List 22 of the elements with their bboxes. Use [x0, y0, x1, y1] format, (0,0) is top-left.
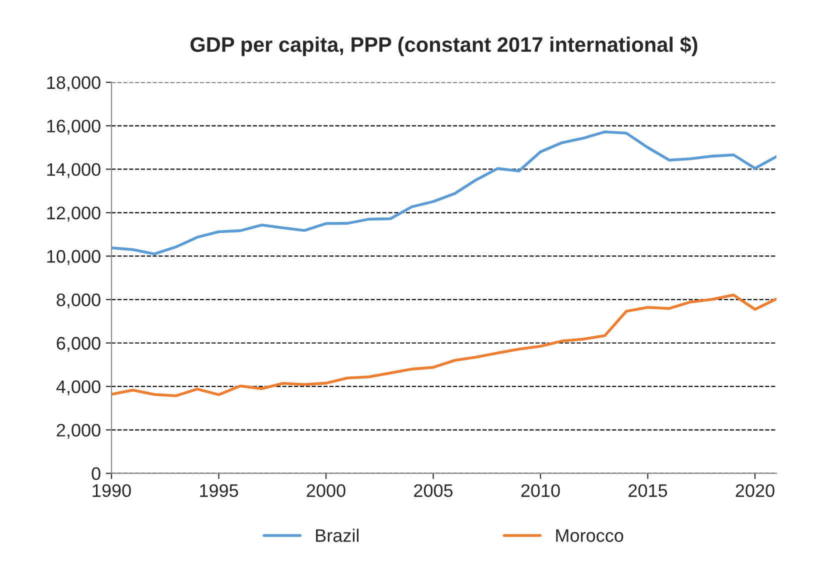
y-tick-label: 0 — [92, 467, 100, 480]
y-tick-label: 6,000 — [56, 336, 100, 352]
y-tick-label: 8,000 — [56, 293, 100, 308]
legend-label: Brazil — [316, 528, 359, 542]
x-tick-label: 2020 — [736, 484, 774, 498]
y-tick-label: 18,000 — [47, 76, 100, 92]
line-series — [112, 130, 776, 256]
line-series — [112, 294, 776, 398]
legend-label: Morocco — [556, 529, 624, 542]
y-tick-label: 14,000 — [47, 163, 100, 178]
x-tick-label: 2010 — [521, 484, 560, 498]
y-tick-label: 4,000 — [56, 380, 100, 396]
x-tick-label: 1990 — [92, 484, 131, 498]
x-tick-label: 2015 — [628, 484, 668, 498]
y-tick-label: 10,000 — [47, 250, 100, 265]
x-tick-label: 2000 — [306, 484, 346, 498]
y-tick-label: 16,000 — [47, 120, 100, 135]
chart-title: GDP per capita, PPP (constant 2017 international $) — [190, 36, 698, 56]
x-tick-label: 1995 — [200, 484, 238, 498]
y-tick-label: 12,000 — [47, 206, 100, 222]
x-tick-label: 2005 — [414, 484, 453, 498]
y-tick-label: 2,000 — [56, 424, 100, 439]
